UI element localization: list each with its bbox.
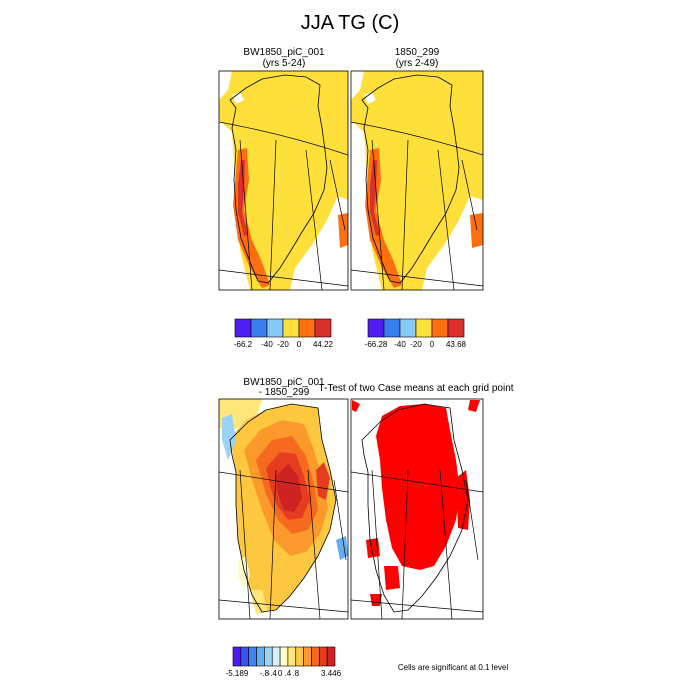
colorbar-tick-label: 3.446 xyxy=(321,669,342,678)
map-field xyxy=(219,399,348,619)
colorbar-tick-label: 44.22 xyxy=(313,340,334,349)
panel-title: BW1850_piC_001 xyxy=(243,377,325,388)
coastline xyxy=(229,403,337,613)
panel-title: T-Test of two Case means at each grid po… xyxy=(318,383,513,394)
colorbar-swatch xyxy=(367,318,385,338)
colorbar-swatch xyxy=(282,318,300,338)
map-field xyxy=(351,71,483,290)
colorbar-swatch xyxy=(415,318,433,338)
panel-t-test: T-Test of two Case means at each grid po… xyxy=(318,383,513,672)
colorbar-swatch xyxy=(279,646,289,667)
colorbar-swatch xyxy=(311,646,320,667)
colorbar-swatch xyxy=(314,318,332,338)
graticule xyxy=(351,469,483,619)
colorbar-tick-label: 0 xyxy=(278,669,283,678)
colorbar-swatch xyxy=(234,318,252,338)
colorbar-swatch xyxy=(271,646,281,667)
colorbar-swatch xyxy=(319,646,328,667)
colorbar-swatch xyxy=(248,646,257,667)
graticule xyxy=(219,469,348,619)
panel-subtitle: (yrs 5-24) xyxy=(263,58,306,69)
colorbar-swatch xyxy=(287,646,297,667)
colorbar-tick-label: -.4 xyxy=(268,669,278,678)
significance-footnote: Cells are significant at 0.1 level xyxy=(398,663,509,672)
colorbar-panel-3: -5.189 -.8-.4 0.4.8 3.446 xyxy=(226,646,342,678)
colorbar-panel-2: -66.28 -40 -20 0 43.68 xyxy=(365,318,467,349)
colorbar-swatch xyxy=(240,646,249,667)
colorbar-tick-label: -40 xyxy=(261,340,273,349)
colorbar-swatch xyxy=(266,318,284,338)
colorbar-swatch xyxy=(232,646,242,667)
colorbar-tick-label: 0 xyxy=(430,340,435,349)
panel-subtitle: - 1850_299 xyxy=(259,387,310,398)
colorbar-tick-label: -5.189 xyxy=(226,669,249,678)
colorbar-tick-label: -20 xyxy=(277,340,289,349)
coastline xyxy=(229,74,328,284)
colorbar-tick-label: .4 xyxy=(285,669,292,678)
panel-1850-299-climatology: 1850_299 (yrs 2-49) -66.28 -40 -20 0 43.68 xyxy=(350,47,484,349)
map-field xyxy=(219,71,348,290)
colorbar-tick-label: -40 xyxy=(394,340,406,349)
colorbar-tick-label: -66.2 xyxy=(234,340,253,349)
colorbar-swatch xyxy=(298,318,316,338)
panel-title: BW1850_piC_001 xyxy=(243,47,325,58)
map-field xyxy=(351,399,483,619)
colorbar-panel-1: -66.2 -40 -20 0 44.22 xyxy=(234,318,334,349)
panel-difference: BW1850_piC_001 - 1850_299 xyxy=(218,377,349,678)
page-title: JJA TG (C) xyxy=(301,12,400,34)
colorbar-swatch xyxy=(256,646,265,667)
colorbar-swatch xyxy=(383,318,401,338)
colorbar-tick-label: -20 xyxy=(410,340,422,349)
colorbar-tick-label: 43.68 xyxy=(446,340,467,349)
colorbar-swatch xyxy=(295,646,304,667)
colorbar-swatch xyxy=(264,646,273,667)
colorbar-tick-label: -.8 xyxy=(260,669,270,678)
coastline xyxy=(361,403,469,613)
coastline xyxy=(361,74,460,284)
panel-subtitle: (yrs 2-49) xyxy=(396,58,439,69)
colorbar-swatch xyxy=(326,646,336,667)
graticule xyxy=(219,121,348,290)
colorbar-swatch xyxy=(303,646,312,667)
colorbar-swatch xyxy=(447,318,465,338)
colorbar-swatch xyxy=(399,318,417,338)
graticule xyxy=(351,121,483,290)
colorbar-tick-label: .8 xyxy=(292,669,299,678)
panel-title: 1850_299 xyxy=(395,47,440,58)
colorbar-tick-label: -66.28 xyxy=(365,340,388,349)
colorbar-tick-label: 0 xyxy=(297,340,302,349)
panel-bw1850-climatology: BW1850_piC_001 (yrs 5-24) -66.2 -40 -20 0 xyxy=(218,47,349,349)
colorbar-swatch xyxy=(431,318,449,338)
colorbar-swatch xyxy=(250,318,268,338)
